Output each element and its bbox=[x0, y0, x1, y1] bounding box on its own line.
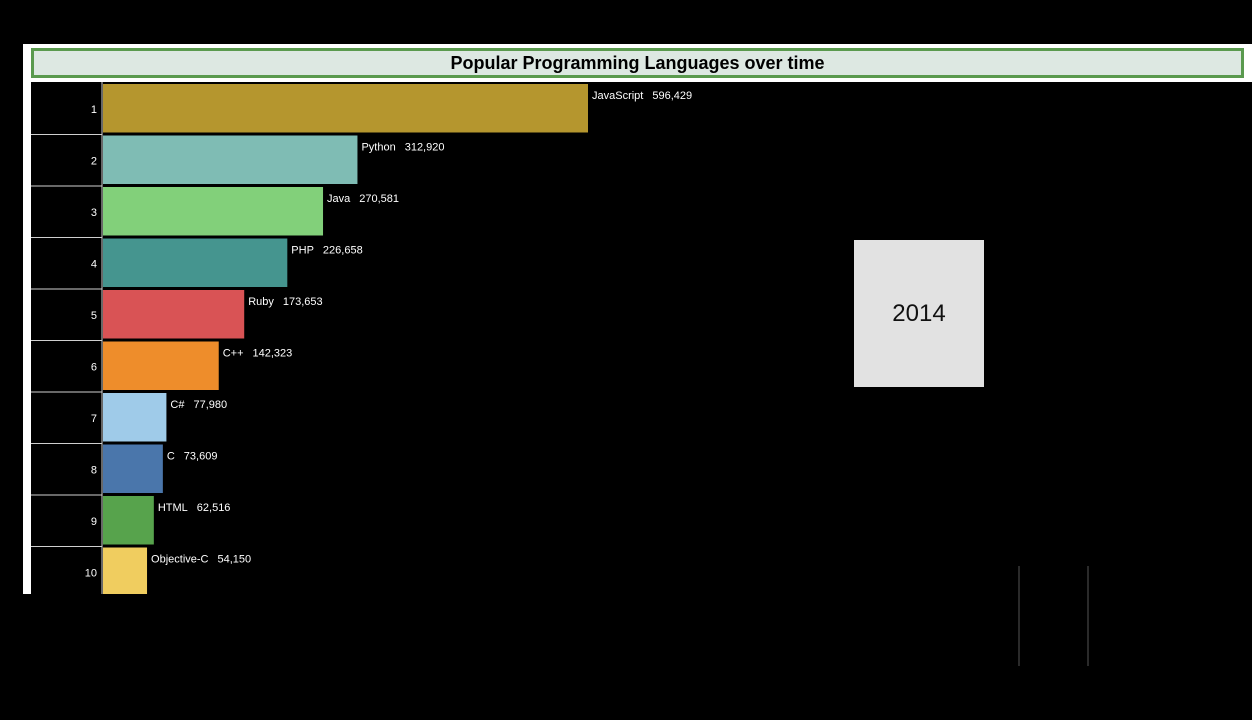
value-label: 596,429 bbox=[652, 90, 692, 102]
video-artifact-line bbox=[1087, 566, 1089, 666]
category-label: C++ bbox=[223, 348, 244, 360]
chart-frame: Popular Programming Languages over time … bbox=[23, 44, 1252, 594]
bar-html bbox=[103, 496, 154, 545]
value-label: 77,980 bbox=[193, 399, 227, 411]
bar-label: Objective-C 54,150 bbox=[151, 554, 251, 566]
value-label: 312,920 bbox=[405, 142, 445, 154]
rank-label: 10 bbox=[85, 567, 97, 579]
video-artifact-line bbox=[1018, 566, 1020, 666]
bar-java bbox=[103, 187, 324, 236]
year-label: 2014 bbox=[892, 299, 946, 327]
rank-label: 3 bbox=[91, 207, 97, 219]
bar-label: PHP 226,658 bbox=[291, 245, 362, 257]
rank-label: 4 bbox=[91, 258, 97, 270]
bar-javascript bbox=[103, 84, 588, 133]
bar-c bbox=[103, 444, 163, 493]
value-label: 73,609 bbox=[184, 451, 218, 463]
value-label: 142,323 bbox=[253, 348, 293, 360]
bar-label: HTML 62,516 bbox=[158, 502, 231, 514]
bar-python bbox=[103, 135, 358, 184]
category-label: HTML bbox=[158, 502, 188, 514]
bar-chart-svg: 1 JavaScript 596,429 2 Python 312,920 3 Java 270… bbox=[31, 82, 692, 594]
category-label: C bbox=[167, 451, 175, 463]
bar-label: C# 77,980 bbox=[170, 399, 227, 411]
bar-label: C++ 142,323 bbox=[223, 348, 293, 360]
rank-label: 2 bbox=[91, 155, 97, 167]
bar-label: Python 312,920 bbox=[361, 142, 444, 154]
rank-label: 5 bbox=[91, 310, 97, 322]
bar-c- bbox=[103, 393, 167, 442]
value-label: 173,653 bbox=[283, 296, 323, 308]
chart-title: Popular Programming Languages over time bbox=[450, 52, 825, 73]
bar-label: JavaScript 596,429 bbox=[592, 90, 692, 102]
bar-ruby bbox=[103, 290, 245, 339]
bar-label: Ruby 173,653 bbox=[248, 296, 322, 308]
rank-label: 8 bbox=[91, 464, 97, 476]
plot-area: 1 JavaScript 596,429 2 Python 312,920 3 Java 270… bbox=[31, 82, 1252, 594]
rank-label: 6 bbox=[91, 361, 97, 373]
category-label: Ruby bbox=[248, 296, 274, 308]
category-label: Objective-C bbox=[151, 554, 209, 566]
bar-php bbox=[103, 238, 288, 287]
value-label: 62,516 bbox=[197, 502, 231, 514]
value-label: 54,150 bbox=[218, 554, 252, 566]
year-box: 2014 bbox=[854, 240, 984, 387]
chart-title-bar: Popular Programming Languages over time bbox=[31, 48, 1244, 78]
rank-label: 7 bbox=[91, 413, 97, 425]
bar-label: Java 270,581 bbox=[327, 193, 399, 205]
category-label: JavaScript bbox=[592, 90, 643, 102]
rank-label: 9 bbox=[91, 516, 97, 528]
category-label: Java bbox=[327, 193, 351, 205]
rank-label: 1 bbox=[91, 104, 97, 116]
category-label: PHP bbox=[291, 245, 314, 257]
bar-label: C 73,609 bbox=[167, 451, 218, 463]
value-label: 226,658 bbox=[323, 245, 363, 257]
value-label: 270,581 bbox=[359, 193, 399, 205]
category-label: Python bbox=[361, 142, 395, 154]
bar-objective-c bbox=[103, 547, 148, 594]
category-label: C# bbox=[170, 399, 185, 411]
bar-c- bbox=[103, 341, 219, 390]
